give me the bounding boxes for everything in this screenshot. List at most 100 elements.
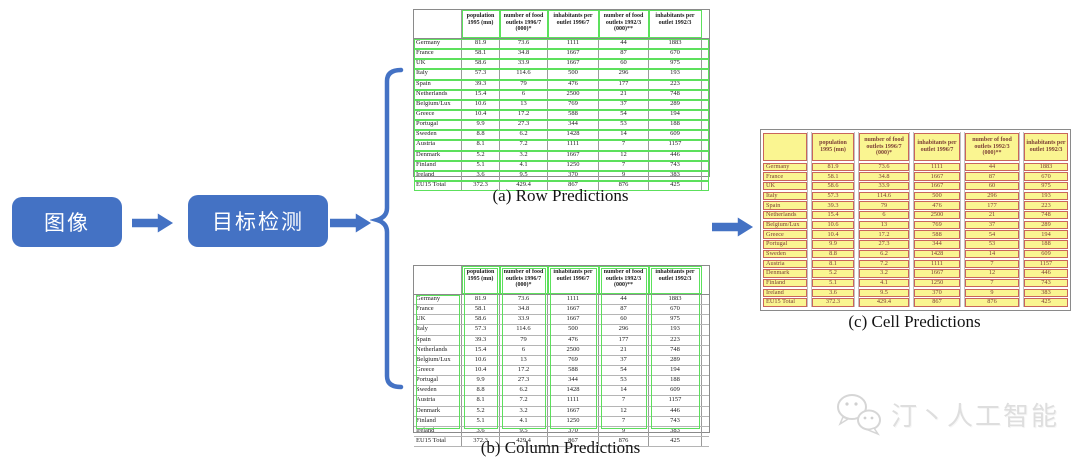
table-cell: 383 — [649, 170, 702, 180]
column-prediction-box — [502, 268, 546, 429]
table-cell: 7 — [965, 259, 1019, 268]
table-cell: Austria — [763, 259, 807, 268]
table-cell: 53 — [965, 240, 1019, 249]
table-cell: 12 — [599, 150, 649, 160]
column-gap — [1019, 239, 1024, 250]
table-cell: 54 — [599, 365, 649, 376]
table-row: UK 58.6 33.9 1667 60 975 — [763, 181, 1068, 192]
column-gap — [1019, 191, 1024, 201]
table-cell: 609 — [649, 386, 702, 396]
table-cell: 10.4 — [812, 230, 854, 239]
table-cell: 446 — [649, 150, 702, 160]
table-cell: 17.2 — [500, 109, 548, 120]
row-prediction-box: Denmark 5.2 3.2 1667 12 446 — [414, 150, 709, 161]
column-gap — [960, 162, 965, 172]
table-cell: 34.8 — [859, 172, 909, 181]
table-header-cell: number of food outlets 1992/3 (000)** — [599, 10, 649, 38]
table-cell: 7.2 — [500, 140, 548, 150]
table-cell: 289 — [649, 99, 702, 109]
column-gap — [960, 239, 965, 250]
table-cell: 429.4 — [500, 436, 548, 447]
table-header-cell: number of food outlets 1996/7 (000)* — [500, 10, 548, 38]
table-row: Belgium/Lux 10.6 13 769 37 289 — [414, 355, 709, 366]
column-gap — [807, 258, 812, 269]
table-cell: 53 — [599, 376, 649, 386]
table-cell: 13 — [500, 355, 548, 365]
table-cell: 9.5 — [859, 288, 909, 297]
watermark-text: 汀丶人工智能 — [891, 400, 1060, 431]
table-cell: 73.6 — [500, 39, 548, 49]
table-cell: 372.3 — [812, 298, 854, 307]
table-header-cell: inhabitants per outlet 1992/3 — [649, 10, 702, 38]
table-cell: 1667 — [914, 182, 960, 191]
table-cell: 743 — [649, 160, 702, 170]
table-cell: EU15 Total — [414, 436, 462, 447]
column-gap — [854, 249, 859, 259]
table-cell: 5.1 — [462, 416, 500, 426]
table-cell: 1111 — [548, 295, 599, 305]
table-cell: 73.6 — [500, 295, 548, 305]
table-cell: 670 — [649, 305, 702, 315]
column-prediction-box — [651, 268, 700, 429]
table-cell: 5.1 — [462, 160, 500, 170]
table-header-row: population 1995 (mn) number of food outle… — [763, 132, 1068, 162]
table-cell: Greece — [763, 230, 807, 239]
table-cell: 429.4 — [859, 298, 909, 307]
table-cell: 8.1 — [812, 259, 854, 268]
column-prediction-box — [550, 268, 597, 429]
table-cell: 876 — [599, 180, 649, 191]
table-cell: 1428 — [914, 249, 960, 259]
table-row: EU15 Total 372.3 429.4 867 876 425 — [414, 436, 709, 448]
table-cell: 289 — [1024, 220, 1068, 230]
column-gap — [1019, 268, 1024, 279]
table-header-cell: inhabitants per outlet 1996/7 — [914, 133, 960, 161]
row-prediction-box: Italy 57.3 114.6 500 296 193 — [414, 69, 709, 80]
column-prediction-box — [464, 268, 498, 429]
table-row: Portugal 9.9 27.3 344 53 188 — [414, 376, 709, 387]
column-gap — [960, 258, 965, 269]
table-cell: 87 — [599, 305, 649, 315]
column-gap — [854, 239, 859, 250]
table-cell: 867 — [548, 436, 599, 447]
table-cell: 876 — [965, 298, 1019, 307]
table-cell: 1667 — [548, 305, 599, 315]
table-cell: 446 — [1024, 269, 1068, 278]
table-cell: 37 — [599, 99, 649, 109]
table-cell: 73.6 — [859, 162, 909, 172]
row-prediction-box: EU15 Total 372.3 429.4 867 876 425 — [414, 180, 709, 192]
column-gap — [854, 181, 859, 192]
table-cell: 177 — [599, 335, 649, 345]
table-cell: 58.6 — [462, 59, 500, 69]
table-cell: 6.2 — [500, 386, 548, 396]
table-cell: 177 — [965, 201, 1019, 210]
caption-row-predictions: (a) Row Predictions — [492, 186, 629, 205]
column-gap — [1019, 258, 1024, 269]
table-cell: 54 — [965, 230, 1019, 239]
table-row: France 58.1 34.8 1667 87 670 — [763, 171, 1068, 182]
table-row: France 58.1 34.8 1667 87 670 — [414, 305, 709, 316]
table-cell: 1667 — [914, 172, 960, 181]
table-cell: 114.6 — [500, 325, 548, 335]
table-cell: 9.9 — [462, 376, 500, 386]
table-header-cell: number of food outlets 1996/7 (000)* — [859, 133, 909, 161]
column-gap — [909, 181, 914, 192]
column-gap — [909, 287, 914, 298]
table-cell: Ireland — [414, 426, 462, 436]
table-cell: 37 — [599, 355, 649, 365]
row-prediction-box: Germany 81.9 73.6 1111 44 1883 — [414, 39, 709, 50]
table-cell: Sweden — [414, 130, 462, 140]
row-prediction-box: Austria 8.1 7.2 1111 7 1157 — [414, 140, 709, 151]
table-cell: UK — [763, 182, 807, 191]
table-row: Germany 81.9 73.6 1111 44 1883 — [414, 295, 709, 306]
table-cell: 7 — [965, 278, 1019, 288]
column-prediction-box — [416, 295, 460, 429]
row-prediction-box: Portugal 9.9 27.3 344 53 188 — [414, 120, 709, 131]
table-row: Netherlands 15.4 6 2500 21 748 — [763, 210, 1068, 221]
table-cell: 57.3 — [462, 325, 500, 335]
column-gap — [1019, 229, 1024, 240]
table-cell: 383 — [649, 426, 702, 436]
watermark: 汀丶人工智能 — [834, 392, 1059, 436]
table-row: Finland 5.1 4.1 1250 7 743 — [763, 278, 1068, 288]
table-row: Portugal 9.9 27.3 344 53 188 — [763, 239, 1068, 250]
object-detection-node: 目标检测 — [188, 195, 328, 247]
